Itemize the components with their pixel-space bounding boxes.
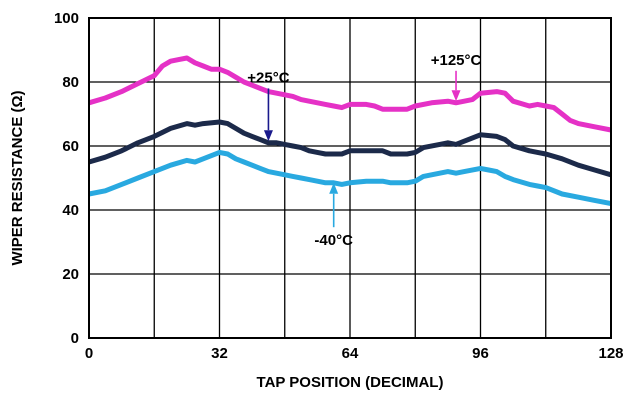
y-tick-label: 60 <box>62 138 79 155</box>
annotation-arrow-head-2 <box>329 182 339 194</box>
y-tick-label: 40 <box>62 202 79 219</box>
x-tick-label: 64 <box>342 345 359 362</box>
annotation-label-0: +25°C <box>247 69 289 86</box>
x-tick-label: 32 <box>211 345 228 362</box>
series-line-2 <box>88 149 612 207</box>
annotation-arrow-head-0 <box>263 130 273 142</box>
x-tick-label: 0 <box>85 345 93 362</box>
x-tick-label: 128 <box>598 345 623 362</box>
annotation-label-1: +125°C <box>431 52 482 69</box>
series-line-1 <box>88 119 612 178</box>
annotation-arrow-head-1 <box>451 90 461 102</box>
x-axis-label: TAP POSITION (DECIMAL) <box>257 374 444 391</box>
y-tick-label: 20 <box>62 266 79 283</box>
tick-labels: 0 32 64 96 128 0 20 40 60 80 100 <box>54 10 624 362</box>
series-line-0 <box>88 55 612 133</box>
y-tick-label: 100 <box>54 10 79 27</box>
x-tick-label: 96 <box>472 345 489 362</box>
series-lines <box>88 55 612 207</box>
y-tick-label: 0 <box>71 330 79 347</box>
annotations: +25°C +125°C -40°C <box>247 52 481 249</box>
plot-frame <box>88 17 612 339</box>
annotation-label-2: -40°C <box>314 232 353 249</box>
y-axis-label: WIPER RESISTANCE (Ω) <box>9 90 26 265</box>
y-tick-label: 80 <box>62 74 79 91</box>
